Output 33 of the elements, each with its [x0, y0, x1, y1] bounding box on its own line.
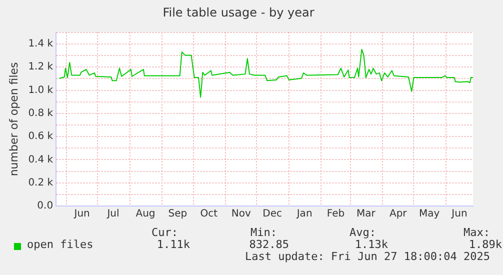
y-tick-label: 0.4 k — [28, 154, 54, 166]
text: Max: — [464, 226, 490, 239]
x-tick-label: Aug — [136, 208, 156, 220]
text: 832.85 — [249, 238, 289, 251]
chart-title: File table usage - by year — [162, 5, 314, 20]
x-tick-label: Jan — [296, 208, 312, 220]
text: Cur: — [152, 226, 178, 239]
y-tick-label: 1.0 k — [28, 84, 54, 96]
x-tick-label: Oct — [200, 208, 218, 220]
y-tick-label: 1.4 k — [28, 38, 54, 50]
text: 1.13k — [354, 238, 388, 251]
text: 1.11k — [156, 238, 190, 251]
text: Last update: Fri Jun 27 18:00:04 2025 — [244, 250, 490, 263]
y-axis-title: number of open files — [7, 62, 20, 176]
y-tick-label: 0.2 k — [28, 177, 54, 188]
x-tick-label: Mar — [356, 208, 376, 220]
y-tick-label: 1.2 k — [28, 62, 54, 73]
x-tick-label: Feb — [326, 208, 345, 220]
x-tick-label: Jun — [450, 208, 468, 220]
y-tick-label: 0.8 k — [28, 108, 54, 120]
legend-label: open files — [27, 238, 94, 251]
text: Avg: — [350, 226, 376, 239]
y-tick-label: 0.6 k — [28, 131, 54, 142]
x-tick-label: Jul — [106, 208, 120, 220]
x-tick-label: Dec — [262, 208, 282, 220]
x-tick-label: Apr — [389, 208, 408, 220]
text: Min: — [250, 226, 277, 239]
x-tick-label: Jun — [73, 208, 90, 220]
text: 1.89k — [468, 238, 502, 251]
x-tick-label: May — [418, 208, 440, 220]
y-tick-label: 0.0 — [37, 200, 54, 212]
x-tick-label: Sep — [168, 208, 188, 220]
x-tick-label: Nov — [231, 208, 251, 220]
